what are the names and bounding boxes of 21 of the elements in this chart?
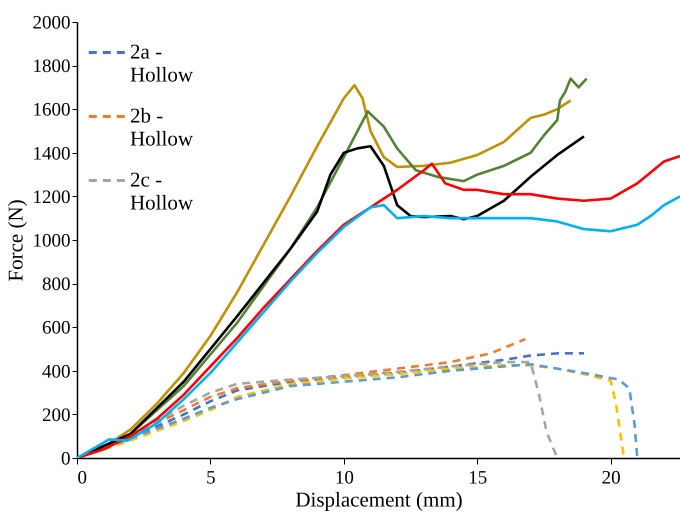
y-tick-label: 2000 bbox=[32, 12, 70, 34]
y-tick-label: 400 bbox=[42, 361, 70, 382]
y-tick-label: 600 bbox=[42, 318, 70, 339]
x-tick-label: 20 bbox=[602, 468, 621, 488]
legend-label: 2c - Hollow bbox=[130, 168, 194, 214]
x-tick-label: 10 bbox=[334, 468, 354, 488]
legend-label: 2a - Hollow bbox=[130, 40, 194, 86]
x-tick-label: 5 bbox=[206, 468, 216, 488]
x-tick-label: 0 bbox=[78, 468, 87, 488]
y-tick-label: 1400 bbox=[32, 143, 70, 164]
x-axis-title: Displacement (mm) bbox=[295, 488, 463, 512]
x-tick-label: 15 bbox=[468, 468, 488, 488]
y-tick-label: 1200 bbox=[32, 186, 70, 208]
y-tick-label: 1800 bbox=[32, 56, 70, 78]
y-tick-label: 1600 bbox=[32, 100, 70, 121]
y-axis-title: Force (N) bbox=[4, 199, 28, 282]
legend-label: 2b - Hollow bbox=[130, 104, 194, 150]
y-tick-label: 1000 bbox=[32, 230, 70, 252]
y-tick-label: 800 bbox=[42, 274, 70, 296]
y-tick-label: 0 bbox=[61, 448, 70, 470]
y-tick-label: 200 bbox=[42, 404, 70, 426]
